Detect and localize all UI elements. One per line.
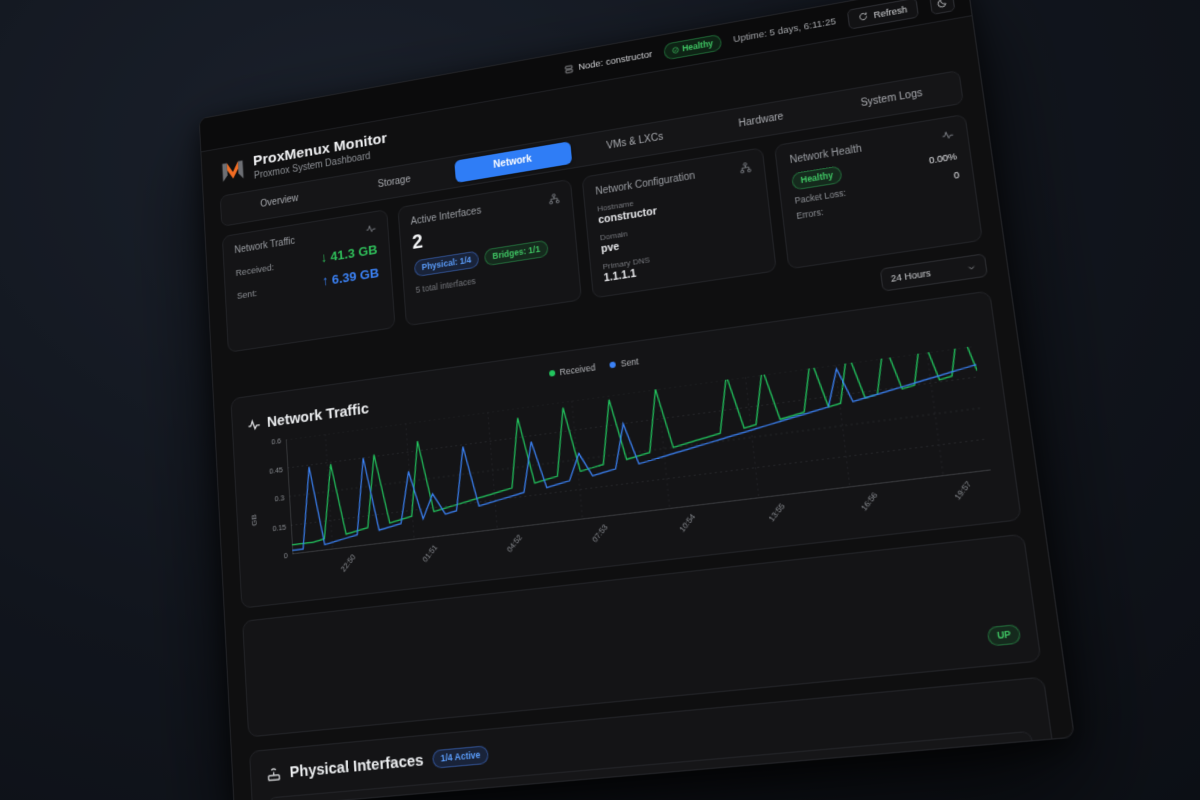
legend-dot-received bbox=[548, 369, 555, 377]
received-value: ↓ 41.3 GB bbox=[320, 242, 378, 266]
chart-x-tick: 10:54 bbox=[677, 512, 698, 534]
card-network-traffic-title: Network Traffic bbox=[234, 235, 296, 257]
dashboard-window: Node: constructor Healthy Uptime: 5 days… bbox=[198, 0, 1076, 800]
chart-legend: Received Sent bbox=[548, 356, 639, 379]
chart-series-sent bbox=[286, 350, 990, 550]
sent-arrow: ↑ bbox=[321, 273, 329, 289]
chart-x-tick: 16:56 bbox=[858, 490, 880, 513]
legend-item-sent: Sent bbox=[609, 356, 639, 370]
network-nodes-icon bbox=[739, 161, 752, 174]
theme-toggle-button[interactable] bbox=[928, 0, 956, 16]
legend-label-sent: Sent bbox=[620, 356, 640, 369]
chart-svg bbox=[286, 346, 991, 554]
check-circle-icon bbox=[672, 46, 680, 54]
badge-bridges: Bridges: 1/1 bbox=[484, 239, 549, 267]
chart-title: Network Traffic bbox=[266, 399, 370, 431]
activity-icon bbox=[365, 223, 376, 235]
sent-value: ↑ 6.39 GB bbox=[322, 265, 380, 288]
status-badge-label: Healthy bbox=[681, 38, 714, 54]
sent-label: Sent: bbox=[236, 288, 258, 302]
received-amount: 41.3 GB bbox=[329, 241, 378, 264]
uptime-text: Uptime: 5 days, 6:11:25 bbox=[732, 16, 837, 46]
chart-x-tick: 01:51 bbox=[420, 542, 440, 564]
received-arrow: ↓ bbox=[320, 250, 328, 266]
activity-icon bbox=[247, 417, 261, 433]
sent-amount: 6.39 GB bbox=[331, 265, 380, 288]
legend-item-received: Received bbox=[548, 362, 596, 379]
chart-x-tick: 07:53 bbox=[589, 522, 610, 545]
up-status-badge: UP bbox=[986, 623, 1022, 647]
chart-y-tick: 0.3 bbox=[274, 492, 285, 503]
chart-x-tick: 13:55 bbox=[766, 501, 788, 524]
refresh-button[interactable]: Refresh bbox=[847, 0, 919, 30]
router-icon bbox=[266, 765, 281, 782]
errors-value: 0 bbox=[953, 169, 961, 181]
refresh-label: Refresh bbox=[873, 3, 908, 20]
chart-plot-area: 0 0.15 0.3 0.45 0.6 22:50 01:51 04:52 07:53 10:54… bbox=[269, 346, 991, 574]
legend-dot-sent bbox=[609, 361, 616, 369]
chart-x-tick: 19:57 bbox=[952, 479, 974, 502]
node-label: Node: constructor bbox=[577, 49, 653, 73]
health-status-badge: Healthy bbox=[791, 165, 843, 191]
server-icon bbox=[564, 64, 574, 74]
physical-interfaces-active-badge: 1/4 Active bbox=[431, 745, 490, 769]
chart-y-tick: 0.6 bbox=[271, 435, 282, 446]
badge-physical: Physical: 1/4 bbox=[413, 250, 480, 278]
chart-x-tick: 04:52 bbox=[504, 532, 524, 555]
chevron-down-icon bbox=[966, 262, 977, 273]
chart-y-tick: 0.15 bbox=[272, 521, 287, 533]
chart-y-tick: 0.45 bbox=[268, 464, 284, 475]
errors-label: Errors: bbox=[795, 206, 824, 222]
network-nodes-icon bbox=[548, 193, 560, 206]
node-indicator: Node: constructor bbox=[564, 49, 653, 75]
physical-interfaces-title: Physical Interfaces bbox=[289, 751, 425, 782]
moon-icon bbox=[936, 0, 948, 8]
chart-y-axis-label: GB bbox=[249, 513, 259, 527]
activity-icon bbox=[941, 128, 954, 141]
chart-x-tick: 22:50 bbox=[339, 552, 358, 574]
time-range-select[interactable]: 24 Hours bbox=[879, 253, 989, 292]
status-badge: Healthy bbox=[663, 33, 723, 61]
packet-loss-value: 0.00% bbox=[928, 150, 958, 166]
refresh-icon bbox=[858, 11, 869, 22]
time-range-value: 24 Hours bbox=[890, 267, 932, 285]
received-label: Received: bbox=[235, 262, 275, 279]
proxmenux-logo-icon bbox=[220, 156, 246, 186]
legend-label-received: Received bbox=[559, 362, 596, 378]
chart-series-received bbox=[286, 346, 990, 545]
